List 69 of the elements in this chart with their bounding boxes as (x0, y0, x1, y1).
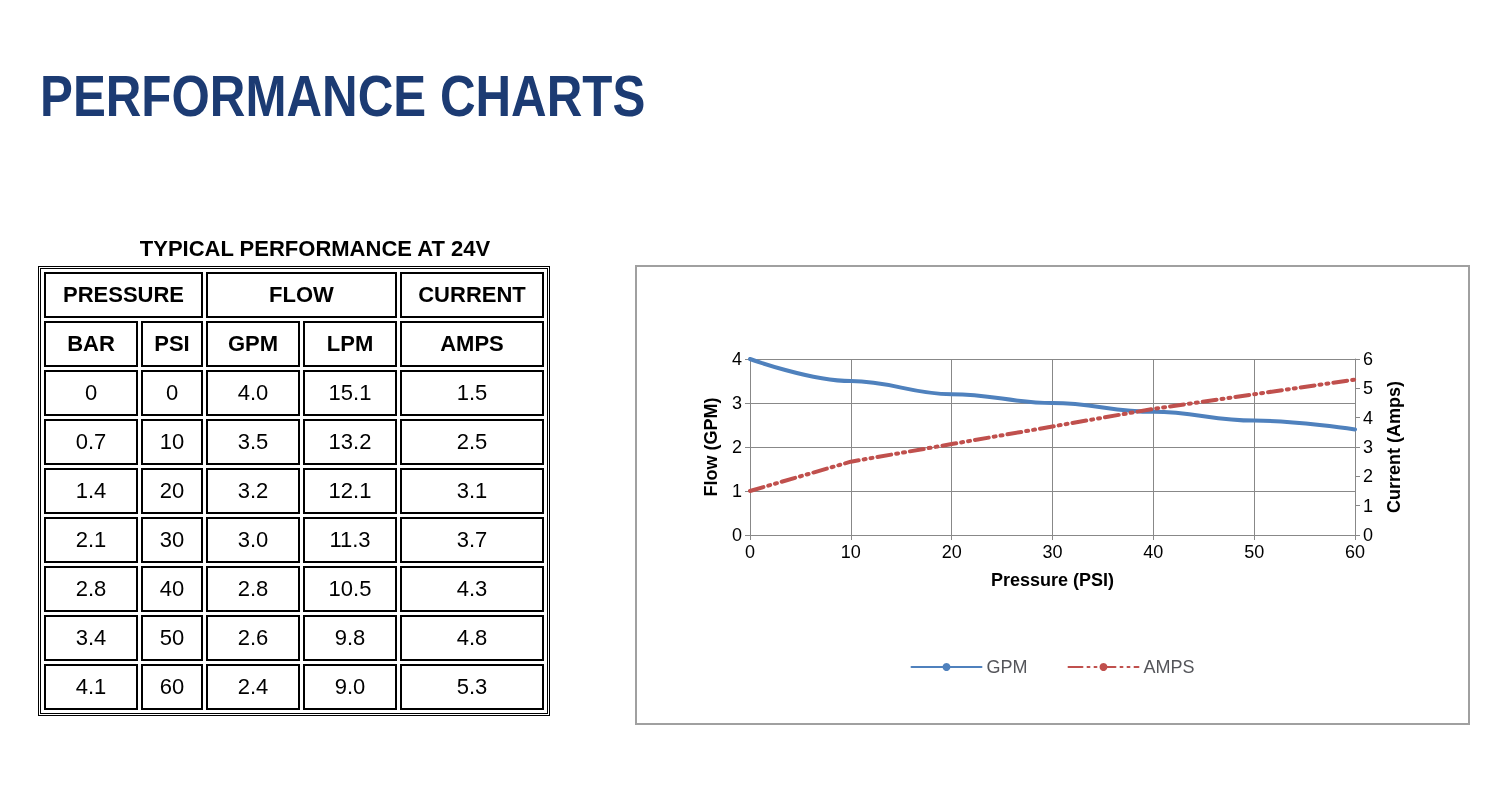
x-axis-title: Pressure (PSI) (990, 570, 1115, 590)
x-tick-label: 60 (1344, 542, 1366, 562)
text: 9.0 (303, 664, 397, 710)
text: 4.1 (44, 664, 138, 710)
y-tick-label: 4 (731, 349, 742, 369)
text: CURRENT (400, 272, 544, 318)
text: 12.1 (303, 468, 397, 514)
text: PRESSURE (44, 272, 203, 318)
text: 3.4 (44, 615, 138, 661)
text: 2.8 (206, 566, 300, 612)
text: PSI (141, 321, 203, 367)
text: 13.2 (303, 419, 397, 465)
y2-tick-label: 5 (1363, 378, 1374, 399)
text: 0.7 (44, 419, 138, 465)
text: 4.8 (400, 615, 544, 661)
text: 3.5 (206, 419, 300, 465)
text: 10 (141, 419, 203, 465)
legend-label: GPM (986, 657, 1028, 677)
y-axis-title: Flow (GPM) (701, 397, 721, 497)
text: 3.1 (400, 468, 544, 514)
x-tick-label: 20 (941, 542, 962, 562)
y2-tick-label: 4 (1363, 407, 1374, 428)
y-tick-label: 0 (731, 525, 742, 545)
legend-label: AMPS (1143, 657, 1195, 677)
text: 2.1 (44, 517, 138, 563)
text: 2.5 (400, 419, 544, 465)
text: 3.2 (206, 468, 300, 514)
y-tick-label: 3 (731, 393, 742, 413)
text: 2.4 (206, 664, 300, 710)
x-tick-label: 40 (1143, 542, 1164, 562)
text: BAR (44, 321, 138, 367)
x-tick-label: 0 (744, 542, 756, 562)
text: GPM (206, 321, 300, 367)
text: 11.3 (303, 517, 397, 563)
text: 2.6 (206, 615, 300, 661)
line-series (748, 357, 1357, 432)
text: 20 (141, 468, 203, 514)
text: 1.5 (400, 370, 544, 416)
text: 3.7 (400, 517, 544, 563)
x-tick-label: 10 (840, 542, 861, 562)
text: 4.3 (400, 566, 544, 612)
y-tick-label: 2 (731, 437, 742, 457)
text: 9.8 (303, 615, 397, 661)
x-tick-label: 30 (1042, 542, 1063, 562)
text: 2.8 (44, 566, 138, 612)
text: 1.4 (44, 468, 138, 514)
text: 5.3 (400, 664, 544, 710)
x-tick-label: 50 (1244, 542, 1265, 562)
text: 15.1 (303, 370, 397, 416)
text: AMPS (400, 321, 544, 367)
line-series (748, 377, 1357, 493)
y-tick-label: 1 (731, 481, 742, 501)
y2-tick-label: 0 (1363, 525, 1374, 545)
text: 4.0 (206, 370, 300, 416)
text: TYPICAL PERFORMANCE AT 24V (138, 236, 492, 262)
text: FLOW (206, 272, 397, 318)
y2-tick-label: 1 (1363, 495, 1374, 516)
text: 3.0 (206, 517, 300, 563)
y2-axis-title: Current (Amps) (1384, 380, 1404, 514)
text: 0 (141, 370, 203, 416)
text: 60 (141, 664, 203, 710)
text: 10.5 (303, 566, 397, 612)
y2-tick-label: 3 (1363, 437, 1374, 457)
text: PERFORMANCE CHARTS (40, 62, 646, 129)
y2-tick-label: 6 (1363, 349, 1374, 369)
y2-tick-label: 2 (1363, 466, 1374, 487)
text: LPM (303, 321, 397, 367)
text: 50 (141, 615, 203, 661)
text: 0 (44, 370, 138, 416)
